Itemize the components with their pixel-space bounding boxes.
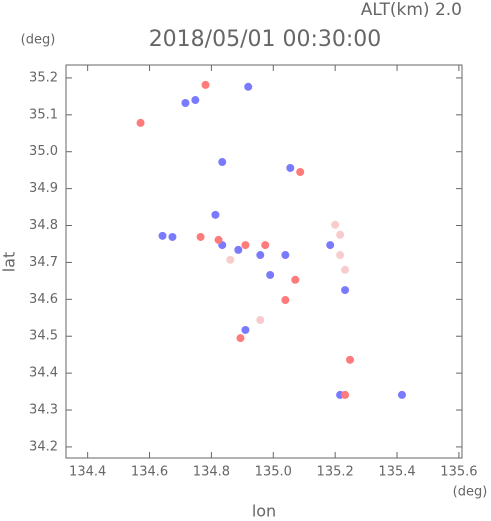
echo-point bbox=[296, 168, 305, 177]
x-tick-label: 134.8 bbox=[193, 465, 230, 480]
echo-point bbox=[256, 251, 265, 260]
plot-frame bbox=[65, 64, 463, 459]
y-tick-label: 34.2 bbox=[29, 439, 58, 454]
y-tick-label: 34.3 bbox=[29, 403, 58, 418]
x-axis-label: lon bbox=[252, 502, 276, 521]
echo-point bbox=[168, 232, 177, 241]
echo-point bbox=[214, 235, 223, 244]
echo-point bbox=[256, 315, 265, 324]
echo-point bbox=[281, 296, 290, 305]
echo-point bbox=[244, 82, 253, 91]
x-tick-label: 135.2 bbox=[317, 465, 354, 480]
echo-point bbox=[286, 163, 295, 172]
y-tick-label: 34.6 bbox=[29, 292, 58, 307]
y-axis-label: lat bbox=[0, 252, 19, 273]
echo-point bbox=[281, 251, 290, 260]
y-tick-label: 35.1 bbox=[29, 107, 58, 122]
echo-point bbox=[211, 210, 220, 219]
altitude-label: ALT(km) 2.0 bbox=[361, 0, 462, 20]
echo-point bbox=[136, 118, 145, 127]
x-tick-label: 135.6 bbox=[440, 465, 477, 480]
echo-point bbox=[191, 96, 200, 105]
echo-point bbox=[196, 232, 205, 241]
echo-point bbox=[291, 275, 300, 284]
echo-point bbox=[341, 390, 350, 399]
x-tick-label: 135.0 bbox=[255, 465, 292, 480]
x-tick-label: 135.4 bbox=[378, 465, 415, 480]
echo-point bbox=[331, 220, 340, 229]
echo-point bbox=[266, 270, 275, 279]
x-unit: (deg) bbox=[453, 485, 488, 500]
y-tick-label: 34.9 bbox=[29, 181, 58, 196]
echo-point bbox=[341, 286, 350, 295]
echo-point bbox=[181, 99, 190, 108]
echo-point bbox=[346, 355, 355, 364]
y-tick-label: 34.5 bbox=[29, 329, 58, 344]
echo-point bbox=[201, 80, 210, 89]
x-tick-label: 134.4 bbox=[69, 465, 106, 480]
echo-point bbox=[236, 334, 245, 343]
echo-point bbox=[234, 245, 243, 254]
x-tick-label: 134.6 bbox=[131, 465, 168, 480]
echo-point bbox=[326, 241, 335, 250]
y-tick-label: 35.2 bbox=[29, 70, 58, 85]
echo-point bbox=[241, 241, 250, 250]
y-tick-label: 34.4 bbox=[29, 366, 58, 381]
echo-point bbox=[341, 265, 350, 274]
y-tick-label: 34.7 bbox=[29, 255, 58, 270]
echo-point bbox=[226, 255, 235, 264]
chart-title: 2018/05/01 00:30:00 bbox=[149, 27, 382, 52]
echo-point bbox=[261, 241, 270, 250]
echo-point bbox=[397, 390, 406, 399]
echo-point bbox=[336, 251, 345, 260]
y-tick-label: 34.8 bbox=[29, 218, 58, 233]
echo-point bbox=[241, 325, 250, 334]
echo-point bbox=[336, 230, 345, 239]
echo-point bbox=[218, 158, 227, 167]
y-unit: (deg) bbox=[21, 33, 56, 48]
y-tick-label: 35.0 bbox=[29, 144, 58, 159]
echo-point bbox=[158, 231, 167, 240]
